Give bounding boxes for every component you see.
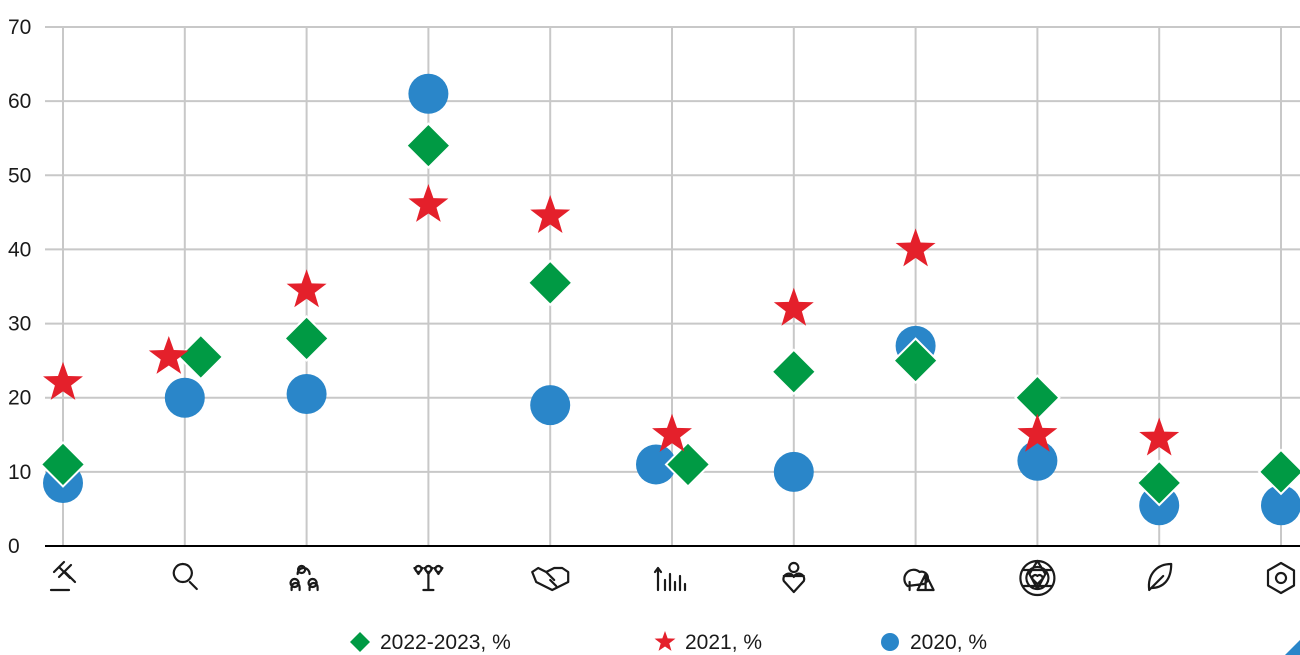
point-2022-2023 xyxy=(664,441,712,488)
point-2022-2023 xyxy=(1257,448,1300,496)
legend-diamond-marker xyxy=(350,632,370,652)
handshake-icon xyxy=(531,566,570,592)
point-2021 xyxy=(43,361,83,400)
y-tick-label: 20 xyxy=(8,387,31,410)
diversity-emblem-icon xyxy=(1019,559,1056,597)
point-2022-2023 xyxy=(39,441,87,488)
growth-bars-icon xyxy=(653,566,687,592)
point-2022-2023 xyxy=(526,259,574,307)
point-2021 xyxy=(148,335,189,374)
point-2021 xyxy=(895,228,936,267)
y-tick-label: 50 xyxy=(8,164,31,187)
point-2021 xyxy=(1139,417,1180,456)
legend-star-marker xyxy=(654,631,676,651)
person-heart-icon xyxy=(782,561,806,594)
point-2020 xyxy=(408,73,449,114)
y-axis-ticks: 0 10 20 30 40 50 60 70 xyxy=(8,16,31,558)
point-2020 xyxy=(1017,440,1058,481)
category-icons xyxy=(49,559,1296,597)
y-tick-label: 0 xyxy=(8,535,20,558)
point-2020 xyxy=(164,377,205,418)
legend-label: 2021, % xyxy=(685,631,762,654)
point-2020 xyxy=(636,444,676,485)
point-2020 xyxy=(286,374,327,415)
people-group-icon xyxy=(289,564,319,592)
point-2021 xyxy=(1017,413,1058,452)
point-2021 xyxy=(652,413,692,452)
data-points xyxy=(39,73,1300,526)
point-2021 xyxy=(286,269,327,308)
y-tick-label: 70 xyxy=(8,16,31,39)
point-2020 xyxy=(1261,485,1300,526)
nature-icon xyxy=(903,568,935,592)
point-2020 xyxy=(773,451,814,492)
raised-hands-icon xyxy=(413,564,444,592)
magnifier-icon xyxy=(172,562,198,591)
point-2022-2023 xyxy=(1013,374,1061,422)
point-2022-2023 xyxy=(283,314,331,362)
hexagon-icon xyxy=(1266,561,1296,595)
point-2022-2023 xyxy=(177,333,225,381)
point-2022-2023 xyxy=(404,122,452,170)
gavel-icon xyxy=(49,560,77,592)
point-2021 xyxy=(408,183,449,222)
legend: 2022-2023, % 2021, % 2020, % xyxy=(350,631,987,654)
legend-circle-marker xyxy=(881,633,899,651)
y-tick-label: 30 xyxy=(8,313,31,336)
point-2021 xyxy=(530,195,571,234)
point-2022-2023 xyxy=(892,337,940,385)
point-2022-2023 xyxy=(1135,459,1183,507)
y-tick-label: 40 xyxy=(8,238,31,261)
y-tick-label: 60 xyxy=(8,90,31,113)
leaf-icon xyxy=(1147,562,1173,592)
point-2022-2023 xyxy=(770,348,818,396)
point-2021 xyxy=(773,287,814,326)
y-tick-label: 10 xyxy=(8,461,31,484)
legend-label: 2022-2023, % xyxy=(380,631,511,654)
legend-label: 2020, % xyxy=(910,631,987,654)
point-2020 xyxy=(530,385,571,426)
corner-decoration xyxy=(1285,640,1300,655)
